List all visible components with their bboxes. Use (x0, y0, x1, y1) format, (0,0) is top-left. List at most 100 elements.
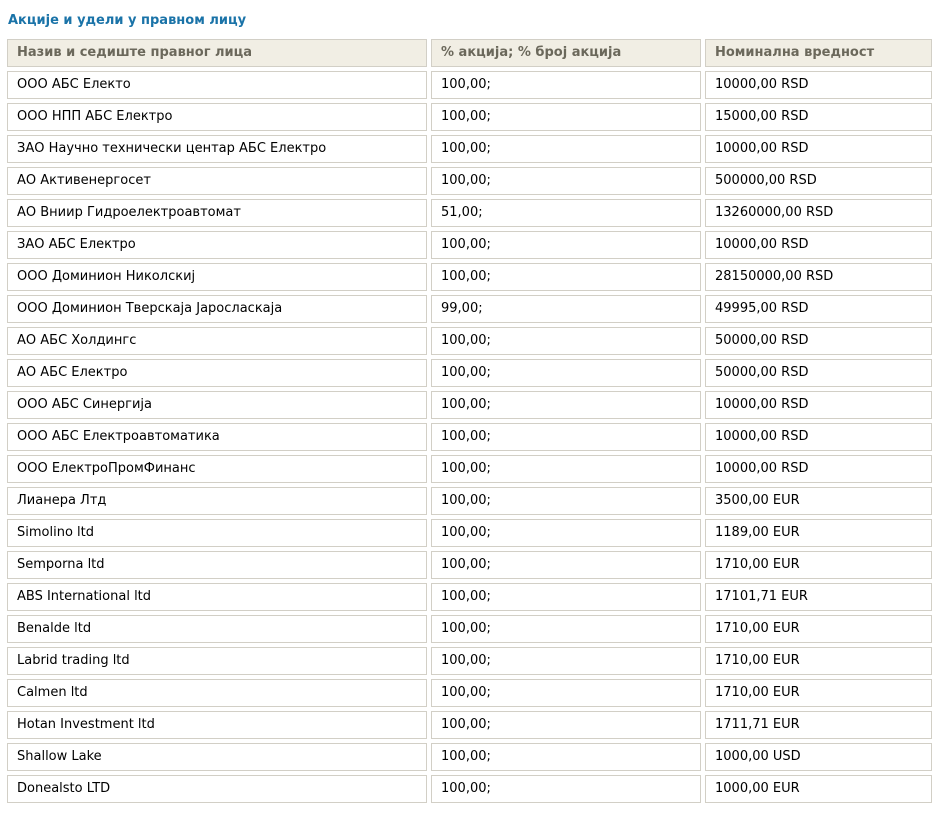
company-name-cell: АО Активенергосет (7, 167, 427, 195)
company-name-cell: ООО Доминион Николскиј (7, 263, 427, 291)
nominal-value-cell: 1000,00 EUR (705, 775, 932, 803)
nominal-value-cell: 13260000,00 RSD (705, 199, 932, 227)
share-percent-cell: 100,00; (431, 423, 701, 451)
nominal-value-cell: 10000,00 RSD (705, 423, 932, 451)
company-name-cell: Shallow Lake (7, 743, 427, 771)
nominal-value-cell: 15000,00 RSD (705, 103, 932, 131)
company-name-cell: ООО АБС Синергија (7, 391, 427, 419)
share-percent-cell: 100,00; (431, 743, 701, 771)
company-name-cell: ООО АБС Електроавтоматика (7, 423, 427, 451)
share-percent-cell: 51,00; (431, 199, 701, 227)
share-percent-cell: 100,00; (431, 231, 701, 259)
share-percent-cell: 100,00; (431, 647, 701, 675)
table-row: ООО АБС Електо 100,00; 10000,00 RSD (7, 71, 932, 99)
table-row: ООО НПП АБС Електро 100,00; 15000,00 RSD (7, 103, 932, 131)
column-header-share-percent: % акција; % број акција (431, 39, 701, 67)
table-row: ООО АБС Синергија 100,00; 10000,00 RSD (7, 391, 932, 419)
nominal-value-cell: 49995,00 RSD (705, 295, 932, 323)
page: Акције и удели у правном лицу Назив и се… (3, 13, 936, 807)
share-percent-cell: 99,00; (431, 295, 701, 323)
nominal-value-cell: 28150000,00 RSD (705, 263, 932, 291)
column-header-nominal-value: Номинална вредност (705, 39, 932, 67)
table-row: ООО АБС Електроавтоматика 100,00; 10000,00… (7, 423, 932, 451)
share-percent-cell: 100,00; (431, 455, 701, 483)
table-row: Benalde ltd 100,00; 1710,00 EUR (7, 615, 932, 643)
share-percent-cell: 100,00; (431, 711, 701, 739)
company-name-cell: Simolino ltd (7, 519, 427, 547)
nominal-value-cell: 3500,00 EUR (705, 487, 932, 515)
table-row: Shallow Lake 100,00; 1000,00 USD (7, 743, 932, 771)
nominal-value-cell: 1710,00 EUR (705, 615, 932, 643)
table-row: Calmen ltd 100,00; 1710,00 EUR (7, 679, 932, 707)
table-row: АО Вниир Гидроелектроавтомат 51,00; 132600… (7, 199, 932, 227)
company-name-cell: ООО ЕлектроПромФинанс (7, 455, 427, 483)
company-name-cell: АО АБС Холдингс (7, 327, 427, 355)
table-row: ЗАО АБС Електро 100,00; 10000,00 RSD (7, 231, 932, 259)
nominal-value-cell: 10000,00 RSD (705, 135, 932, 163)
table-row: ООО Доминион Николскиј 100,00; 28150000,00… (7, 263, 932, 291)
table-row: ООО ЕлектроПромФинанс 100,00; 10000,00 RSD (7, 455, 932, 483)
nominal-value-cell: 17101,71 EUR (705, 583, 932, 611)
share-percent-cell: 100,00; (431, 487, 701, 515)
company-name-cell: ЗАО АБС Електро (7, 231, 427, 259)
table-row: Labrid trading ltd 100,00; 1710,00 EUR (7, 647, 932, 675)
nominal-value-cell: 10000,00 RSD (705, 391, 932, 419)
table-row: АО АБС Холдингс 100,00; 50000,00 RSD (7, 327, 932, 355)
table-row: ABS International ltd 100,00; 17101,71 EUR (7, 583, 932, 611)
table-row: Semporna ltd 100,00; 1710,00 EUR (7, 551, 932, 579)
table-row: Donealsto LTD 100,00; 1000,00 EUR (7, 775, 932, 803)
share-percent-cell: 100,00; (431, 519, 701, 547)
table-body: ООО АБС Електо 100,00; 10000,00 RSD ООО НПП… (7, 71, 932, 803)
share-percent-cell: 100,00; (431, 103, 701, 131)
nominal-value-cell: 10000,00 RSD (705, 71, 932, 99)
share-percent-cell: 100,00; (431, 583, 701, 611)
share-percent-cell: 100,00; (431, 135, 701, 163)
company-name-cell: ABS International ltd (7, 583, 427, 611)
company-name-cell: АО Вниир Гидроелектроавтомат (7, 199, 427, 227)
company-name-cell: ЗАО Научно технически центар АБС Електро (7, 135, 427, 163)
share-percent-cell: 100,00; (431, 391, 701, 419)
nominal-value-cell: 1710,00 EUR (705, 679, 932, 707)
page-title: Акције и удели у правном лицу (8, 13, 247, 28)
share-percent-cell: 100,00; (431, 327, 701, 355)
table-row: ЗАО Научно технически центар АБС Електро… (7, 135, 932, 163)
table-row: Simolino ltd 100,00; 1189,00 EUR (7, 519, 932, 547)
company-name-cell: Donealsto LTD (7, 775, 427, 803)
company-name-cell: Labrid trading ltd (7, 647, 427, 675)
table-header-row: Назив и седиште правног лица% акција; % … (7, 39, 932, 67)
company-name-cell: ООО НПП АБС Електро (7, 103, 427, 131)
share-percent-cell: 100,00; (431, 551, 701, 579)
holdings-table: Назив и седиште правног лица% акција; % … (3, 35, 936, 807)
nominal-value-cell: 1189,00 EUR (705, 519, 932, 547)
company-name-cell: Benalde ltd (7, 615, 427, 643)
table-row: ООО Доминион Тверскаја Јаросласкаја 99,00… (7, 295, 932, 323)
company-name-cell: ООО АБС Електо (7, 71, 427, 99)
company-name-cell: Hotan Investment ltd (7, 711, 427, 739)
table-row: АО Активенергосет 100,00; 500000,00 RSD (7, 167, 932, 195)
company-name-cell: Semporna ltd (7, 551, 427, 579)
company-name-cell: АО АБС Електро (7, 359, 427, 387)
share-percent-cell: 100,00; (431, 71, 701, 99)
nominal-value-cell: 1710,00 EUR (705, 551, 932, 579)
nominal-value-cell: 50000,00 RSD (705, 359, 932, 387)
nominal-value-cell: 10000,00 RSD (705, 231, 932, 259)
share-percent-cell: 100,00; (431, 167, 701, 195)
table-row: Hotan Investment ltd 100,00; 1711,71 EUR (7, 711, 932, 739)
company-name-cell: ООО Доминион Тверскаја Јаросласкаја (7, 295, 427, 323)
company-name-cell: Calmen ltd (7, 679, 427, 707)
nominal-value-cell: 10000,00 RSD (705, 455, 932, 483)
share-percent-cell: 100,00; (431, 359, 701, 387)
share-percent-cell: 100,00; (431, 263, 701, 291)
company-name-cell: Лианера Лтд (7, 487, 427, 515)
share-percent-cell: 100,00; (431, 679, 701, 707)
nominal-value-cell: 50000,00 RSD (705, 327, 932, 355)
share-percent-cell: 100,00; (431, 615, 701, 643)
column-header-company-name: Назив и седиште правног лица (7, 39, 427, 67)
nominal-value-cell: 500000,00 RSD (705, 167, 932, 195)
nominal-value-cell: 1711,71 EUR (705, 711, 932, 739)
table-row: Лианера Лтд 100,00; 3500,00 EUR (7, 487, 932, 515)
share-percent-cell: 100,00; (431, 775, 701, 803)
nominal-value-cell: 1710,00 EUR (705, 647, 932, 675)
table-row: АО АБС Електро 100,00; 50000,00 RSD (7, 359, 932, 387)
nominal-value-cell: 1000,00 USD (705, 743, 932, 771)
